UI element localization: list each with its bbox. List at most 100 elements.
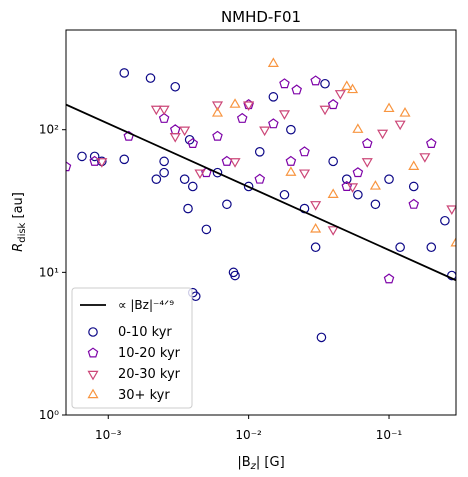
scatter-point — [408, 181, 419, 192]
scatter-point — [211, 107, 224, 117]
scatter-point — [179, 174, 190, 184]
y-label-part: R — [11, 243, 26, 252]
scatter-point — [243, 101, 255, 111]
scatter-point — [353, 189, 363, 200]
y-tick-label: 10² — [39, 123, 59, 137]
scatter-point — [377, 129, 389, 140]
scatter-point — [268, 118, 279, 129]
scatter-point — [310, 242, 321, 253]
scatter-point — [159, 167, 169, 178]
scatter-point — [201, 224, 212, 235]
scatter-point — [341, 80, 353, 90]
scatter-point — [159, 156, 169, 167]
legend-label: 30+ kyr — [118, 388, 170, 403]
scatter-point — [279, 78, 290, 89]
scatter-point — [278, 110, 291, 120]
scatter-point — [66, 161, 72, 172]
scatter-point — [361, 158, 373, 168]
y-axis-label: Rdisk [au] — [11, 192, 28, 252]
scatter-point — [254, 147, 265, 157]
legend-marker — [88, 327, 98, 337]
scatter-point — [212, 130, 223, 141]
scatter-point — [327, 226, 339, 236]
scatter-point — [327, 99, 339, 110]
scatter-point — [440, 215, 450, 226]
y-label-sub: disk — [17, 222, 28, 242]
scatter-point — [299, 146, 310, 157]
scatter-point — [408, 160, 420, 170]
scatter-point — [310, 75, 321, 86]
y-label-part: [au] — [11, 192, 26, 222]
scatter-point — [298, 169, 311, 180]
scatter-point — [279, 189, 290, 200]
scatter-point — [268, 92, 279, 102]
scatter-point — [395, 242, 405, 253]
scatter-point — [211, 101, 224, 111]
legend-label: 10-20 kyr — [118, 346, 181, 361]
axes-frame — [65, 29, 457, 416]
scatter-point — [77, 151, 87, 162]
scatter-point — [419, 153, 431, 163]
x-tick-label: 10⁻³ — [95, 428, 122, 442]
scatter-point — [383, 273, 395, 284]
y-tick-label: 10¹ — [39, 265, 59, 279]
scatter-point — [184, 134, 195, 145]
scatter-point — [169, 124, 181, 135]
legend-box — [71, 287, 193, 409]
scatter-point — [187, 137, 199, 149]
scatter-point — [320, 78, 330, 89]
scatter-point — [383, 102, 395, 113]
scatter-point — [89, 151, 100, 162]
y-tick-label: 10⁰ — [39, 408, 59, 422]
scatter-point — [119, 154, 130, 165]
scatter-point — [408, 198, 420, 209]
scatter-point — [446, 205, 456, 215]
x-tick-label: 10⁻¹ — [376, 428, 403, 442]
scatter-point — [362, 137, 373, 149]
scatter-point — [394, 120, 406, 131]
scatter-point — [316, 332, 327, 343]
scatter-point — [291, 84, 302, 95]
scatter-point — [347, 83, 359, 94]
scatter-point — [169, 133, 181, 143]
scatter-point — [259, 126, 271, 137]
scatter-point — [221, 155, 233, 166]
legend-label: 20-30 kyr — [118, 367, 181, 382]
scatter-point — [328, 156, 338, 167]
x-label-part: |B — [237, 455, 250, 470]
legend-marker — [87, 388, 99, 399]
scatter-point — [319, 105, 331, 116]
legend-marker — [87, 370, 99, 381]
scatter-point — [334, 90, 346, 100]
scatter-point — [384, 174, 394, 184]
scatter-point — [158, 112, 170, 123]
scatter-point — [327, 188, 339, 198]
scatter-point — [236, 112, 248, 123]
x-label-sub: z — [250, 461, 257, 472]
scatter-point — [286, 124, 296, 135]
scatter-point — [399, 107, 411, 117]
scatter-point — [194, 169, 206, 180]
scatter-point — [151, 174, 162, 184]
x-tick-label: 10⁻² — [235, 428, 262, 442]
scatter-point — [347, 183, 359, 193]
scatter-point — [150, 105, 162, 116]
scatter-point — [183, 203, 193, 214]
scatter-point — [310, 223, 322, 233]
x-axis-label: |Bz| [G] — [237, 455, 284, 472]
scatter-point — [310, 201, 322, 211]
scatter-point — [96, 158, 108, 168]
legend-label: ∝ |Bz|⁻⁴ᐟ⁹ — [118, 298, 174, 312]
scatter-point — [352, 123, 364, 133]
scatter-point — [179, 126, 191, 137]
x-label-part: | [G] — [256, 455, 285, 470]
scatter-point — [212, 167, 223, 178]
scatter-point — [426, 137, 437, 149]
scatter-point — [229, 98, 241, 108]
plot-area — [66, 57, 456, 343]
scatter-point — [285, 166, 297, 176]
fit-line — [66, 103, 456, 282]
legend-label: 0-10 kyr — [118, 325, 172, 340]
